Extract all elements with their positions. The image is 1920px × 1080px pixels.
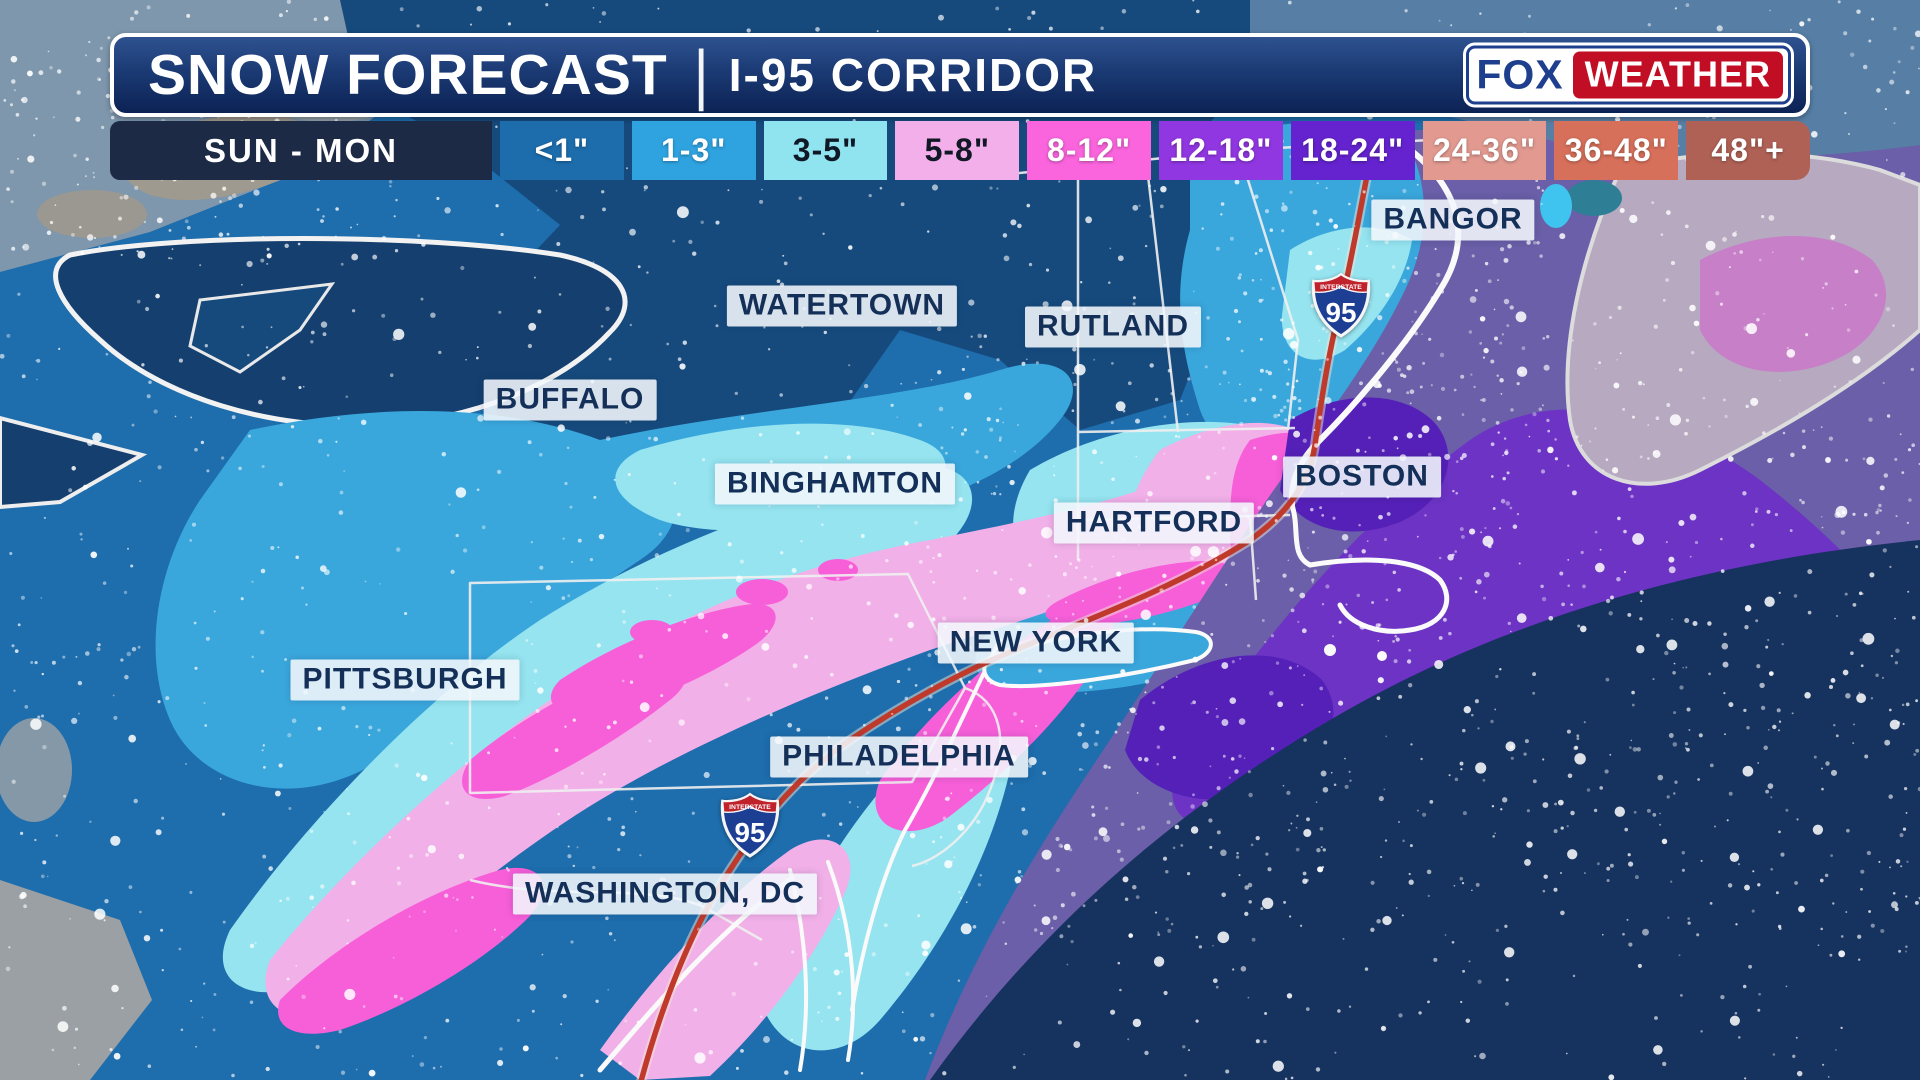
legend-swatch-2: 3-5" [763,121,888,180]
page-subtitle: I-95 CORRIDOR [728,49,1098,101]
fox-logo-text: FOX [1476,51,1564,98]
legend-swatch-8: 36-48" [1554,121,1679,180]
page-title: SNOW FORECAST [148,42,668,107]
legend-swatch-0: <1" [500,121,624,180]
region-gray-bottomleft [0,880,152,1080]
title-separator: | [693,37,709,112]
fox-weather-logo-inner: FOX WEATHER [1466,45,1791,105]
legend-swatch-6: 18-24" [1290,121,1415,180]
region-teal-patch [1566,180,1622,216]
legend-swatch-4: 8-12" [1027,121,1151,180]
region-nova-orchid [1700,236,1887,372]
legend-swatch-1: 1-3" [631,121,756,180]
header-banner: SNOW FORECAST | I-95 CORRIDOR FOX WEATHE… [110,33,1810,117]
lake-ontario [53,236,628,429]
fox-weather-logo: FOX WEATHER [1463,42,1794,108]
region-cyan-patch [1540,184,1572,228]
legend-swatch-3: 5-8" [895,121,1020,180]
legend-swatch-5: 12-18" [1158,121,1283,180]
lake-peninsula [188,282,336,374]
legend-swatch-9: 48"+ [1686,121,1810,180]
legend-bar: SUN - MON <1" 1-3" 3-5" 5-8" 8-12" 12-18" 18-2… [110,121,1810,180]
weather-logo-text: WEATHER [1572,51,1783,99]
legend-period: SUN - MON [110,121,492,180]
region-gray-patch [0,718,72,822]
region-gray-patch [37,190,147,238]
region-ocean [930,540,1920,1080]
legend-swatch-7: 24-36" [1422,121,1547,180]
lake-erie-corner [0,415,148,510]
